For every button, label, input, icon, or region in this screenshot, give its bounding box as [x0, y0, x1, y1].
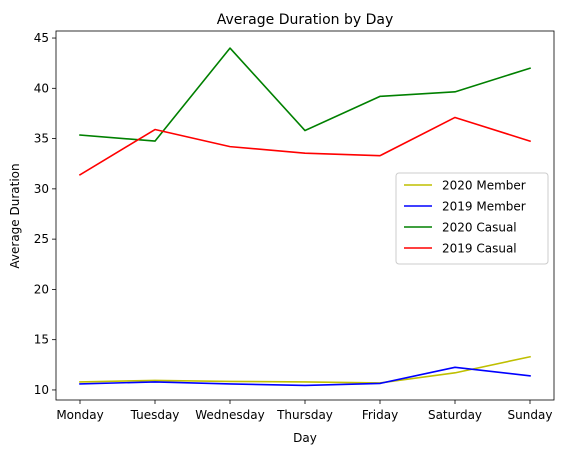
legend: 2020 Member 2019 Member 2020 Casual 2019 Ca… [395, 172, 549, 265]
legend-label: 2020 Member [442, 179, 526, 193]
y-axis-label: Average Duration [8, 163, 22, 268]
axis-layer: Monday Tuesday Wednesday Thursday Friday Satu… [34, 31, 553, 422]
chart-title: Average Duration by Day [217, 12, 393, 28]
y-tick-label: 15 [34, 333, 49, 347]
x-tick-label: Saturday [428, 408, 482, 422]
y-tick-label: 35 [34, 132, 49, 146]
plot-frame [55, 30, 555, 401]
legend-label: 2020 Casual [442, 221, 517, 235]
x-tick-label: Friday [362, 408, 398, 422]
x-tick-label: Tuesday [130, 408, 180, 422]
x-tick-label: Thursday [276, 408, 333, 422]
x-axis-label: Day [293, 431, 317, 445]
y-tick-label: 25 [34, 232, 49, 246]
series-line-2020-casual [79, 47, 532, 142]
y-tick-label: 10 [34, 383, 49, 397]
y-tick-label: 40 [34, 81, 49, 95]
series-line-2019-casual [78, 116, 532, 176]
legend-label: 2019 Casual [442, 242, 517, 256]
x-tick-label: Wednesday [195, 408, 264, 422]
y-tick-label: 45 [34, 31, 49, 45]
series-layer [78, 47, 532, 387]
series-line-2019-member [79, 366, 531, 387]
y-tick-label: 20 [34, 282, 49, 296]
series-line-2020-member [79, 355, 531, 384]
x-tick-label: Monday [56, 408, 103, 422]
y-tick-label: 30 [34, 182, 49, 196]
legend-box [395, 172, 549, 265]
legend-label: 2019 Member [442, 200, 526, 214]
x-tick-label: Sunday [508, 408, 553, 422]
